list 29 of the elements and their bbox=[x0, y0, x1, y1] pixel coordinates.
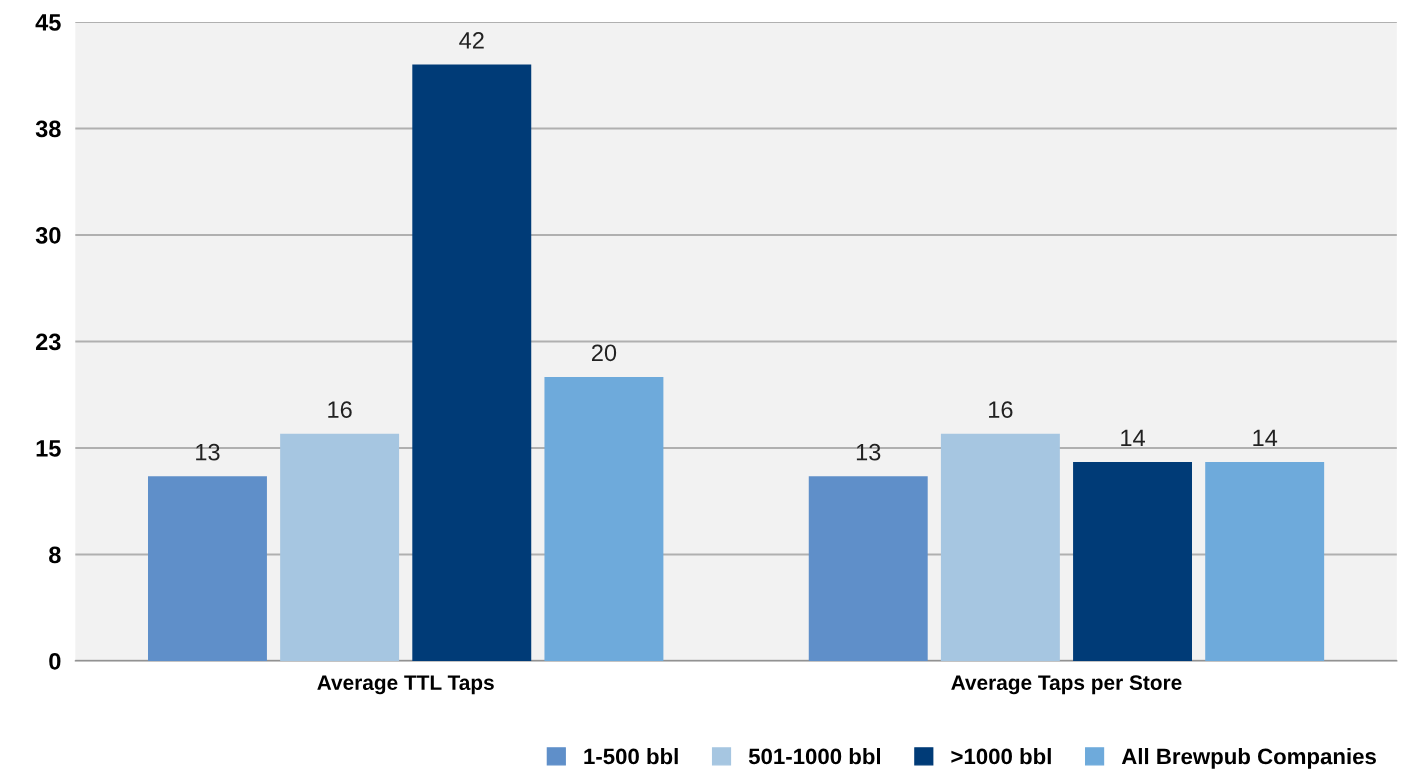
y-tick-label: 23 bbox=[35, 333, 61, 351]
data-label: 14 bbox=[1253, 429, 1278, 447]
bar bbox=[1205, 462, 1325, 661]
data-label: 13 bbox=[856, 443, 881, 461]
y-tick-label: 15 bbox=[36, 440, 61, 457]
y-tick-label: 8 bbox=[49, 546, 61, 564]
legend-label: >1000 bbl bbox=[951, 747, 1051, 765]
data-label: 16 bbox=[328, 401, 352, 418]
bar bbox=[544, 376, 664, 661]
bar bbox=[940, 433, 1060, 661]
data-label: 13 bbox=[196, 443, 220, 461]
bar bbox=[280, 433, 400, 661]
data-label: 20 bbox=[591, 344, 617, 362]
bar bbox=[808, 476, 928, 661]
y-tick-label: 45 bbox=[35, 14, 61, 31]
y-tick-label: 30 bbox=[35, 227, 61, 244]
data-label: 16 bbox=[989, 401, 1013, 418]
y-tick-label: 38 bbox=[35, 120, 61, 138]
x-tick-label: Average TTL Taps bbox=[317, 675, 494, 695]
data-label: 14 bbox=[1121, 429, 1145, 447]
data-label: 42 bbox=[459, 32, 484, 49]
legend-label: 501-1000 bbl bbox=[748, 747, 881, 765]
bar bbox=[148, 476, 267, 661]
legend-label: All Brewpub Companies bbox=[1121, 747, 1376, 769]
bar bbox=[1073, 462, 1193, 661]
legend-label: 1-500 bbl bbox=[584, 747, 678, 765]
y-tick-label: 0 bbox=[49, 652, 61, 670]
bar bbox=[412, 64, 532, 661]
x-tick-label: Average Taps per Store bbox=[951, 675, 1182, 695]
